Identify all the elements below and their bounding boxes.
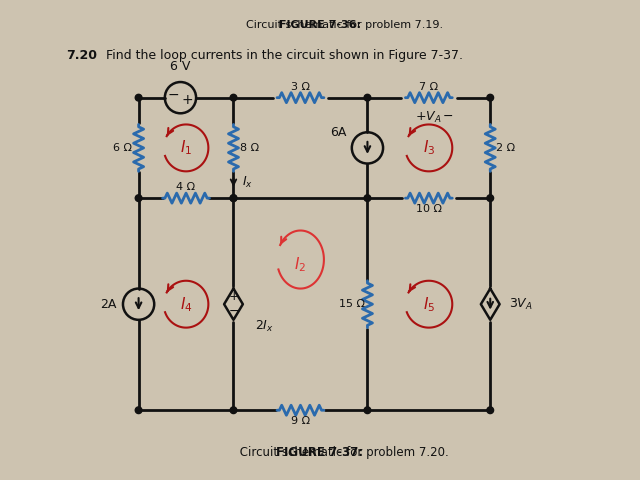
Text: FIGURE 7-36:: FIGURE 7-36: bbox=[279, 20, 361, 30]
Text: +: + bbox=[228, 290, 239, 303]
Circle shape bbox=[230, 195, 237, 202]
Text: Circuit schematic for problem 7.20.: Circuit schematic for problem 7.20. bbox=[191, 445, 449, 458]
Text: 2 Ω: 2 Ω bbox=[496, 143, 515, 153]
Text: $I_5$: $I_5$ bbox=[422, 295, 435, 313]
Text: 10 Ω: 10 Ω bbox=[416, 204, 442, 214]
Text: $+V_A-$: $+V_A-$ bbox=[415, 109, 454, 125]
Text: 6A: 6A bbox=[330, 126, 347, 139]
Text: $I_2$: $I_2$ bbox=[294, 256, 307, 275]
Circle shape bbox=[364, 195, 371, 202]
Circle shape bbox=[487, 94, 493, 101]
Text: 3 Ω: 3 Ω bbox=[291, 82, 310, 92]
Circle shape bbox=[230, 195, 237, 202]
Text: 6 Ω: 6 Ω bbox=[113, 143, 132, 153]
Text: $I_1$: $I_1$ bbox=[180, 139, 192, 157]
Circle shape bbox=[135, 195, 142, 202]
Circle shape bbox=[135, 94, 142, 101]
Text: Find the loop currents in the circuit shown in Figure 7-37.: Find the loop currents in the circuit sh… bbox=[66, 49, 463, 62]
Circle shape bbox=[135, 407, 142, 414]
Circle shape bbox=[230, 94, 237, 101]
Text: 6 V: 6 V bbox=[170, 60, 191, 72]
Circle shape bbox=[487, 407, 493, 414]
Text: Circuit schematic for problem 7.19.: Circuit schematic for problem 7.19. bbox=[197, 20, 443, 30]
Circle shape bbox=[364, 407, 371, 414]
Text: 4 Ω: 4 Ω bbox=[177, 182, 196, 192]
Text: 2A: 2A bbox=[100, 298, 116, 311]
Text: $2I_x$: $2I_x$ bbox=[255, 319, 274, 334]
Text: 7.20: 7.20 bbox=[66, 49, 97, 62]
Text: FIGURE 7-37:: FIGURE 7-37: bbox=[276, 445, 364, 458]
Text: $I_x$: $I_x$ bbox=[242, 175, 253, 190]
Text: 8 Ω: 8 Ω bbox=[239, 143, 259, 153]
Text: 9 Ω: 9 Ω bbox=[291, 417, 310, 426]
Circle shape bbox=[364, 94, 371, 101]
Circle shape bbox=[230, 407, 237, 414]
Text: $I_4$: $I_4$ bbox=[180, 295, 193, 313]
Text: $3V_A$: $3V_A$ bbox=[509, 297, 533, 312]
Text: $I_3$: $I_3$ bbox=[422, 139, 435, 157]
Text: +: + bbox=[182, 94, 193, 108]
Text: 15 Ω: 15 Ω bbox=[339, 299, 365, 309]
Text: −: − bbox=[168, 88, 179, 102]
Text: 7 Ω: 7 Ω bbox=[419, 82, 438, 92]
Text: −: − bbox=[228, 305, 239, 318]
Circle shape bbox=[487, 195, 493, 202]
